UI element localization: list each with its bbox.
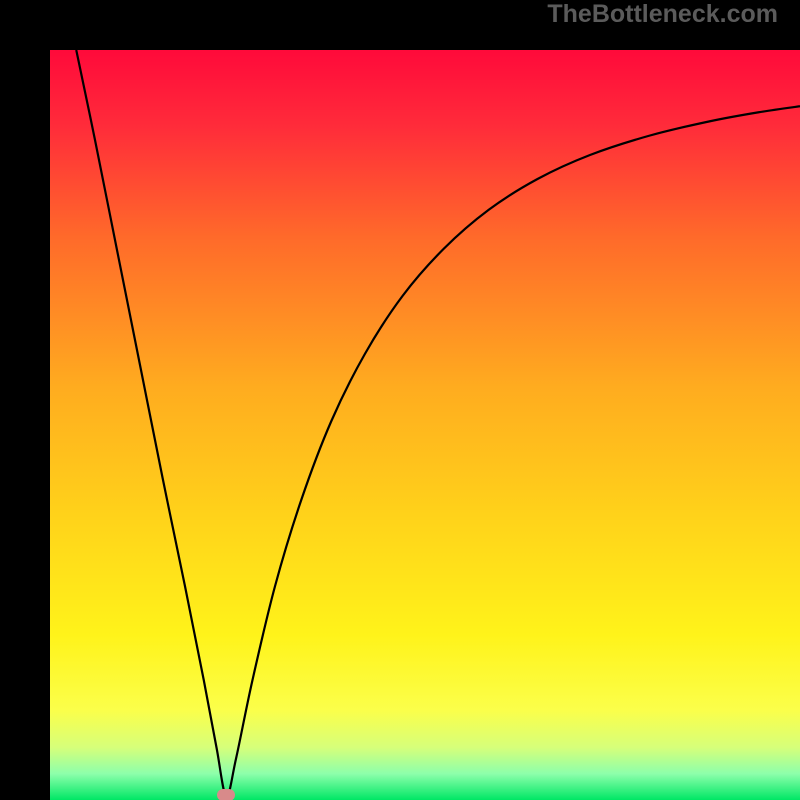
bottleneck-curve [76,50,800,796]
chart-root: TheBottleneck.com [0,0,800,800]
chart-frame [0,0,800,800]
plot-area [50,50,800,800]
minimum-marker [217,789,235,800]
curve-svg [50,50,800,800]
watermark-text: TheBottleneck.com [547,0,778,29]
